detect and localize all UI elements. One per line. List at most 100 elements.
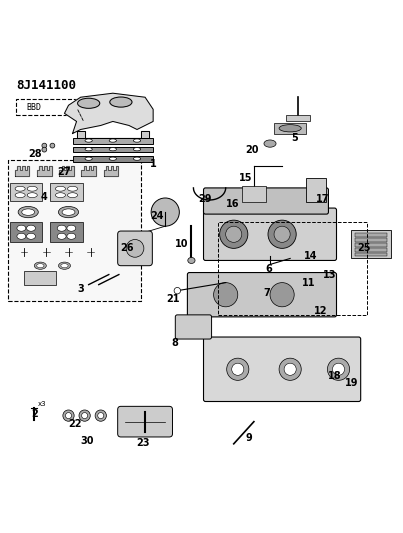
Bar (73, 156, 153, 161)
Ellipse shape (109, 157, 116, 160)
Text: 10: 10 (175, 239, 189, 249)
Ellipse shape (79, 410, 90, 421)
Circle shape (42, 143, 47, 148)
Circle shape (126, 239, 144, 257)
Ellipse shape (67, 193, 77, 198)
Text: 7: 7 (264, 288, 270, 298)
Text: 12: 12 (314, 306, 327, 316)
Polygon shape (37, 166, 52, 176)
Ellipse shape (82, 413, 88, 418)
Bar (10, 183, 42, 201)
Bar (218, 222, 367, 315)
Bar (24, 271, 56, 285)
Ellipse shape (57, 225, 66, 231)
Polygon shape (59, 166, 74, 176)
Ellipse shape (85, 148, 92, 151)
Ellipse shape (85, 139, 92, 142)
Ellipse shape (57, 233, 66, 239)
Ellipse shape (15, 193, 25, 198)
Ellipse shape (133, 139, 141, 142)
Bar (355, 243, 387, 247)
Ellipse shape (66, 413, 72, 418)
Ellipse shape (98, 413, 104, 418)
Ellipse shape (17, 225, 26, 231)
Bar (355, 233, 387, 237)
Text: 24: 24 (150, 211, 164, 221)
Circle shape (50, 143, 55, 148)
Bar (355, 238, 387, 242)
Text: 25: 25 (357, 244, 370, 253)
FancyBboxPatch shape (204, 208, 337, 261)
Text: 13: 13 (323, 270, 337, 280)
Polygon shape (77, 132, 149, 138)
Bar (50, 222, 83, 243)
Ellipse shape (62, 209, 75, 215)
Ellipse shape (77, 98, 100, 108)
Ellipse shape (67, 225, 76, 231)
FancyBboxPatch shape (187, 272, 337, 317)
Text: 29: 29 (198, 194, 212, 204)
Text: 2: 2 (31, 409, 37, 418)
Text: 15: 15 (239, 173, 253, 183)
Ellipse shape (27, 193, 37, 198)
Ellipse shape (95, 410, 106, 421)
Polygon shape (64, 93, 153, 133)
Bar (16, 99, 77, 115)
Ellipse shape (268, 220, 296, 248)
Text: 11: 11 (301, 278, 315, 288)
Text: 23: 23 (137, 438, 150, 448)
Bar (286, 115, 310, 122)
Ellipse shape (34, 262, 46, 269)
Bar (73, 147, 153, 152)
Circle shape (42, 147, 47, 152)
Ellipse shape (220, 220, 248, 248)
Ellipse shape (18, 206, 38, 218)
FancyBboxPatch shape (204, 337, 361, 401)
Ellipse shape (17, 233, 26, 239)
Ellipse shape (58, 262, 71, 269)
Ellipse shape (58, 206, 79, 218)
Text: 3: 3 (77, 284, 84, 294)
Ellipse shape (133, 157, 141, 160)
Ellipse shape (15, 187, 25, 191)
FancyBboxPatch shape (118, 406, 172, 437)
Ellipse shape (27, 233, 35, 239)
Ellipse shape (109, 139, 116, 142)
Text: 18: 18 (328, 371, 341, 381)
Text: 16: 16 (226, 199, 239, 209)
Ellipse shape (63, 410, 74, 421)
FancyBboxPatch shape (204, 188, 328, 214)
Ellipse shape (226, 226, 242, 243)
Bar (306, 178, 326, 202)
Bar (242, 186, 266, 202)
Polygon shape (104, 166, 118, 176)
Ellipse shape (85, 157, 92, 160)
Ellipse shape (327, 358, 349, 381)
Text: x3: x3 (38, 400, 47, 407)
Text: 1: 1 (150, 159, 156, 169)
Text: 4: 4 (40, 192, 47, 202)
Ellipse shape (56, 193, 66, 198)
Ellipse shape (188, 257, 195, 263)
Ellipse shape (133, 148, 141, 151)
Bar (355, 253, 387, 256)
Ellipse shape (214, 282, 238, 307)
Ellipse shape (27, 225, 35, 231)
Ellipse shape (110, 97, 132, 107)
Ellipse shape (264, 140, 276, 147)
Ellipse shape (37, 264, 44, 268)
Ellipse shape (279, 125, 301, 132)
Bar (8, 160, 141, 301)
Text: BBD: BBD (26, 103, 41, 112)
Text: 6: 6 (266, 263, 272, 273)
Text: 14: 14 (304, 252, 318, 261)
Ellipse shape (109, 148, 116, 151)
Bar (50, 183, 83, 201)
Text: 5: 5 (291, 133, 297, 142)
Text: 28: 28 (29, 149, 42, 159)
Bar (351, 230, 391, 259)
Ellipse shape (27, 187, 37, 191)
Text: 30: 30 (80, 435, 93, 446)
Ellipse shape (67, 233, 76, 239)
Bar (73, 138, 153, 143)
